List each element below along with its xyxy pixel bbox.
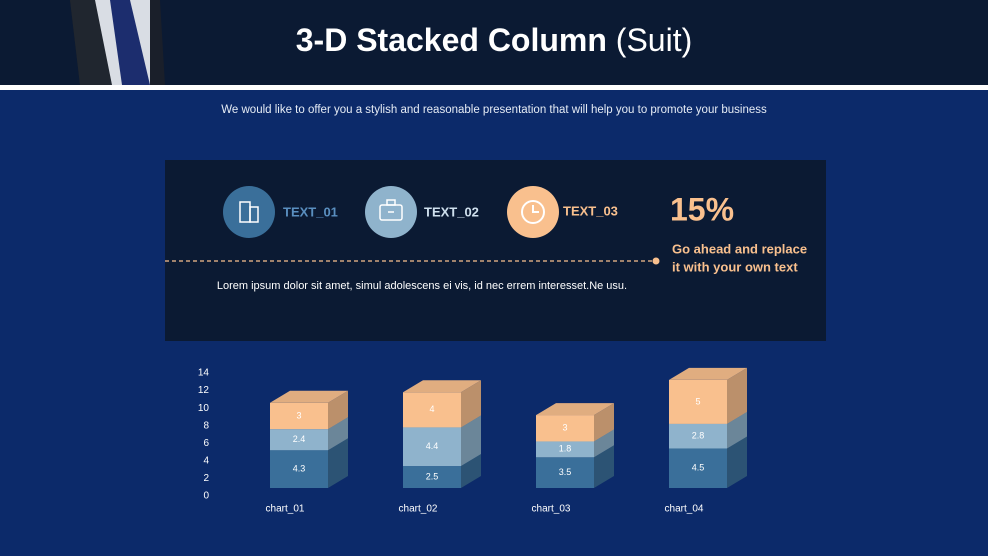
y-tick-label: 2	[203, 473, 209, 484]
bar-top	[669, 367, 747, 380]
bar-segment	[669, 379, 727, 424]
chart: 0 2 4 6 8 10 12 14 chart_01 4.3 2.4 3 chart_02 2.5 4.4…	[198, 368, 747, 515]
data-label: 4.5	[692, 463, 705, 473]
bar-segment	[270, 450, 328, 488]
bar-segment	[403, 427, 461, 467]
tie	[110, 0, 150, 85]
y-tick-label: 4	[203, 455, 209, 466]
y-tick-label: 6	[203, 438, 209, 449]
bar-side	[461, 454, 481, 488]
line-dot	[652, 257, 660, 265]
bar-side	[328, 417, 348, 451]
x-tick-label: chart_02	[399, 504, 438, 515]
bar-side	[594, 403, 614, 442]
y-tick-label: 14	[198, 368, 210, 379]
title: 3-D Stacked Column (Suit)	[296, 22, 693, 58]
bar-side	[594, 445, 614, 488]
data-label: 3	[296, 410, 301, 420]
header-bar	[0, 0, 988, 85]
briefcase-icon	[379, 199, 403, 221]
bar-side	[727, 436, 747, 488]
stat: 15%	[670, 191, 734, 227]
bar-segment	[669, 423, 727, 449]
bar-top	[536, 403, 614, 416]
data-label: 2.4	[293, 434, 306, 444]
building-icon	[239, 201, 259, 223]
data-label: 4	[429, 404, 434, 414]
header-stripe	[0, 85, 988, 90]
data-label: 4.4	[426, 441, 439, 451]
bar-side	[328, 390, 348, 430]
data-label: 2.8	[692, 431, 705, 441]
y-tick-label: 8	[203, 420, 209, 431]
bar-side	[727, 367, 747, 424]
x-tick-label: chart_01	[266, 504, 305, 515]
x-tick-label: chart_04	[665, 504, 704, 515]
bar-segment	[536, 415, 594, 442]
bar-segment	[403, 466, 461, 488]
clock-icon	[521, 200, 545, 224]
bar-top	[403, 380, 481, 393]
data-label: 3	[562, 423, 567, 433]
stat-text: it with your own text	[672, 259, 798, 274]
icon-circle	[223, 186, 275, 238]
y-tick-label: 10	[198, 403, 210, 414]
data-label: 3.5	[559, 467, 572, 477]
bar-side	[594, 429, 614, 458]
suit-illustration	[70, 0, 165, 85]
item-label: TEXT_03	[563, 203, 618, 218]
bar-segment	[669, 448, 727, 488]
bar-segment	[403, 392, 461, 428]
bar-top	[270, 390, 348, 403]
y-tick-label: 0	[203, 491, 209, 502]
title-suffix: (Suit)	[616, 22, 692, 58]
bar-side	[461, 415, 481, 467]
x-tick-label: chart_03	[532, 504, 571, 515]
item-label: TEXT_01	[283, 204, 338, 219]
bar-segment	[270, 402, 328, 430]
bar-side	[328, 438, 348, 488]
bar-side	[727, 411, 747, 449]
title-main: 3-D Stacked Column	[296, 22, 607, 58]
bar-segment	[270, 429, 328, 451]
panel-body: Lorem ipsum dolor sit amet, simul adoles…	[217, 280, 627, 292]
data-label: 5	[695, 396, 700, 406]
bar-segment	[536, 441, 594, 458]
stat-text: Go ahead and replace	[672, 241, 807, 256]
subtitle: We would like to offer you a stylish and…	[221, 104, 767, 116]
info-panel	[165, 160, 826, 341]
item-label: TEXT_02	[424, 204, 479, 219]
y-tick-label: 12	[198, 385, 210, 396]
data-label: 2.5	[426, 471, 439, 481]
bar-segment	[536, 457, 594, 488]
data-label: 4.3	[293, 463, 306, 473]
lapel	[70, 0, 112, 85]
data-label: 1.8	[559, 444, 572, 454]
bar-side	[461, 380, 481, 428]
